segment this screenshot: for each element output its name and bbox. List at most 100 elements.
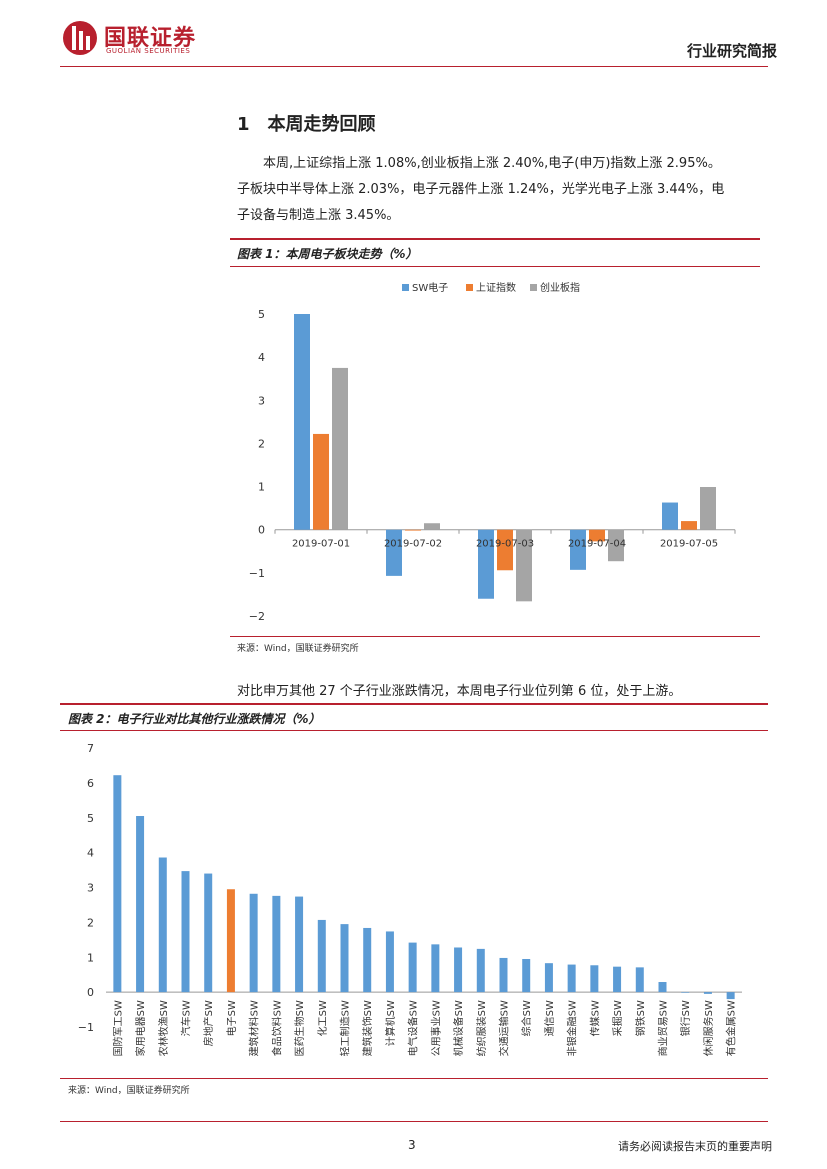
figure2-top-rule <box>60 703 768 705</box>
x-tick-label: 2019-07-01 <box>292 539 350 550</box>
bar-23 <box>635 967 644 993</box>
paragraph-line-1: 本周,上证综指上涨 1.08%,创业板指上涨 2.40%,电子(申万)指数上涨 … <box>263 156 721 171</box>
x-tick-label: 国防军工SW <box>111 1000 124 1056</box>
bar-14 <box>431 944 440 993</box>
x-tick-label: 化工SW <box>316 1000 329 1036</box>
legend-label-2: 创业板指 <box>540 281 580 294</box>
y-tick-label: −1 <box>78 1021 94 1034</box>
bar-8 <box>295 896 304 993</box>
y-tick-label: 3 <box>87 882 94 895</box>
figure1-title-rule <box>230 266 760 267</box>
guolian-logo-icon <box>63 21 97 55</box>
bar-0-3 <box>570 529 586 570</box>
logo-subtext: GUOLIAN SECURITIES <box>106 47 191 55</box>
bar-1 <box>136 816 145 993</box>
x-tick-label: 家用电器SW <box>134 1000 147 1056</box>
bar-1-1 <box>405 529 421 531</box>
y-tick-label: 0 <box>87 986 94 999</box>
x-tick-label: 非银金融SW <box>566 1000 579 1056</box>
x-tick-label: 建筑材料SW <box>248 1000 261 1056</box>
x-tick-label: 汽车SW <box>180 1000 193 1036</box>
bar-26 <box>703 992 712 994</box>
bar-7 <box>272 895 281 993</box>
bar-1-0 <box>313 433 329 530</box>
bar-2-3 <box>608 529 624 562</box>
comparison-text: 对比申万其他 27 个子行业涨跌情况，本周电子行业位列第 6 位，处于上游。 <box>237 684 682 699</box>
bar-27 <box>726 992 735 1000</box>
bar-3 <box>181 871 190 993</box>
bar-15 <box>454 947 463 993</box>
paragraph-line-3: 子设备与制造上涨 3.45%。 <box>237 208 400 223</box>
bar-13 <box>408 942 417 993</box>
y-tick-label: 6 <box>87 777 94 790</box>
section-number: 1 <box>237 114 250 135</box>
header-divider <box>60 66 768 67</box>
bar-21 <box>590 965 599 993</box>
logo-text: 国联证券 <box>104 26 197 51</box>
x-tick-label: 2019-07-02 <box>384 539 442 550</box>
legend-swatch-0 <box>402 284 409 291</box>
y-tick-label: 2 <box>87 916 94 929</box>
legend-label-1: 上证指数 <box>476 281 516 294</box>
legend-swatch-1 <box>466 284 473 291</box>
bar-11 <box>363 927 372 993</box>
x-tick-label: 建筑装饰SW <box>361 1000 374 1056</box>
figure1-top-rule <box>230 238 760 240</box>
bar-22 <box>613 966 622 993</box>
figure2-source: 来源：Wind，国联证券研究所 <box>68 1086 190 1096</box>
bar-5 <box>226 889 235 993</box>
bar-2-4 <box>700 487 716 530</box>
x-tick-label: 2019-07-04 <box>568 539 626 550</box>
x-tick-label: 机械设备SW <box>452 1000 465 1056</box>
bar-2-1 <box>424 523 440 530</box>
figure1-source: 来源：Wind，国联证券研究所 <box>237 644 359 654</box>
y-tick-label: 5 <box>258 308 265 321</box>
x-tick-label: 综合SW <box>520 1000 533 1036</box>
x-tick-label: 食品饮料SW <box>270 1000 283 1056</box>
bar-16 <box>476 948 485 993</box>
bar-1-4 <box>681 521 697 530</box>
x-tick-label: 农林牧渔SW <box>157 1000 170 1056</box>
report-type: 行业研究简报 <box>686 42 777 60</box>
bar-2-2 <box>516 529 532 602</box>
x-tick-label: 轻工制造SW <box>339 1000 352 1056</box>
figure1-title: 图表 1：本周电子板块走势（%） <box>237 247 418 261</box>
x-tick-label: 休闲服务SW <box>702 1000 715 1056</box>
section-title-text: 本周走势回顾 <box>267 114 376 135</box>
y-tick-label: 1 <box>258 481 265 494</box>
bar-0-4 <box>662 502 678 530</box>
bar-18 <box>522 958 531 993</box>
x-tick-label: 传媒SW <box>589 1000 601 1036</box>
y-tick-label: 4 <box>87 847 94 860</box>
x-tick-label: 2019-07-03 <box>476 539 534 550</box>
x-tick-label: 有色金属SW <box>725 1000 738 1056</box>
x-tick-label: 采掘SW <box>611 1000 624 1036</box>
bar-9 <box>317 919 326 993</box>
bar-4 <box>204 873 213 993</box>
bar-10 <box>340 924 349 993</box>
legend-swatch-2 <box>530 284 537 291</box>
bar-17 <box>499 957 508 993</box>
bar-0-1 <box>386 529 402 576</box>
x-tick-label: 计算机SW <box>384 1000 397 1046</box>
figure1-chart: SW电子 上证指数 创业板指 5 4 3 2 1 0 −1 −2 2019-07-01 2019-07-… <box>249 281 736 623</box>
legend-label-0: SW电子 <box>412 281 448 294</box>
bar-2-0 <box>332 367 348 530</box>
x-tick-label: 商业贸易SW <box>657 1000 670 1056</box>
y-tick-label: 5 <box>87 812 94 825</box>
x-tick-label: 2019-07-05 <box>660 539 718 550</box>
y-tick-label: −1 <box>249 567 265 580</box>
bar-0 <box>113 775 122 993</box>
x-tick-label: 医药生物SW <box>293 1000 306 1056</box>
bar-19 <box>544 963 553 993</box>
bar-0-0 <box>294 314 310 530</box>
y-tick-label: 2 <box>258 437 265 450</box>
x-tick-label: 交通运输SW <box>498 1000 511 1056</box>
bar-12 <box>385 931 394 993</box>
bar-1-2 <box>497 529 513 571</box>
paragraph-line-2: 子板块中半导体上涨 2.03%，电子元器件上涨 1.24%，光学光电子上涨 3.… <box>237 182 725 197</box>
y-tick-label: −2 <box>249 610 265 623</box>
summary-paragraph: 本周,上证综指上涨 1.08%,创业板指上涨 2.40%,电子(申万)指数上涨 … <box>237 151 777 229</box>
figure1-bottom-rule <box>230 636 760 637</box>
x-tick-label: 通信SW <box>544 1000 556 1036</box>
